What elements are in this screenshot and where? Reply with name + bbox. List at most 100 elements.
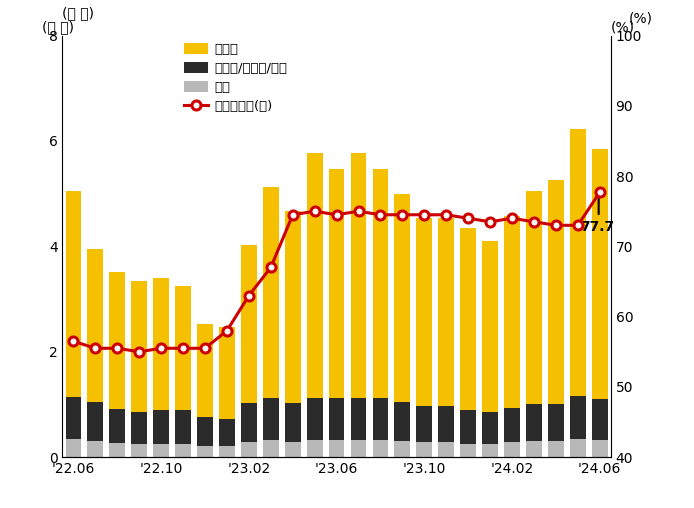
- 아파트비중(우): [355, 208, 363, 214]
- Bar: [548, 441, 564, 457]
- Text: (만 건): (만 건): [42, 20, 74, 35]
- Bar: [439, 442, 454, 457]
- Bar: [307, 153, 323, 398]
- Bar: [482, 412, 498, 444]
- 아파트비중(우): [91, 345, 99, 352]
- 아파트비중(우): [464, 215, 473, 221]
- Bar: [350, 398, 366, 440]
- Bar: [592, 440, 608, 457]
- Bar: [263, 440, 279, 457]
- Bar: [153, 278, 169, 410]
- 아파트비중(우): [266, 264, 275, 270]
- 아파트비중(우): [332, 212, 341, 218]
- Bar: [482, 241, 498, 412]
- Bar: [416, 405, 432, 442]
- Bar: [329, 169, 344, 398]
- Bar: [416, 442, 432, 457]
- Bar: [131, 444, 147, 457]
- Bar: [548, 404, 564, 441]
- Bar: [219, 419, 235, 446]
- Bar: [570, 396, 586, 439]
- Bar: [570, 439, 586, 457]
- Bar: [263, 398, 279, 440]
- Bar: [460, 228, 476, 410]
- Bar: [329, 440, 344, 457]
- Bar: [87, 441, 103, 457]
- Bar: [65, 397, 81, 439]
- Line: 아파트비중(우): 아파트비중(우): [69, 188, 604, 356]
- Text: 77.7: 77.7: [580, 220, 614, 234]
- 아파트비중(우): [376, 212, 384, 218]
- 아파트비중(우): [530, 219, 538, 225]
- 아파트비중(우): [113, 345, 121, 352]
- Bar: [350, 153, 366, 398]
- 아파트비중(우): [442, 212, 450, 218]
- Bar: [307, 440, 323, 457]
- Bar: [504, 216, 520, 408]
- Bar: [526, 441, 542, 457]
- Bar: [153, 410, 169, 444]
- Bar: [65, 191, 81, 397]
- Bar: [285, 442, 301, 457]
- Bar: [110, 409, 125, 443]
- 아파트비중(우): [179, 345, 187, 352]
- 아파트비중(우): [420, 212, 428, 218]
- Bar: [197, 417, 213, 446]
- Bar: [197, 446, 213, 457]
- Bar: [285, 210, 301, 403]
- Bar: [241, 403, 257, 442]
- Bar: [65, 439, 81, 457]
- Bar: [373, 169, 389, 398]
- Bar: [175, 444, 191, 457]
- Bar: [131, 412, 147, 444]
- Bar: [592, 149, 608, 399]
- Text: (%): (%): [628, 11, 652, 25]
- Bar: [526, 404, 542, 441]
- 아파트비중(우): [310, 208, 319, 214]
- 아파트비중(우): [595, 189, 604, 195]
- Legend: 아파트, 다가구/다세대/연립, 단독, 아파트비중(우): 아파트, 다가구/다세대/연립, 단독, 아파트비중(우): [179, 38, 293, 118]
- 아파트비중(우): [574, 223, 582, 229]
- Bar: [504, 408, 520, 442]
- Bar: [175, 286, 191, 410]
- Bar: [460, 410, 476, 444]
- Bar: [570, 130, 586, 396]
- Bar: [285, 403, 301, 442]
- Bar: [87, 249, 103, 402]
- Bar: [87, 402, 103, 441]
- Bar: [110, 272, 125, 409]
- Bar: [592, 399, 608, 440]
- 아파트비중(우): [135, 348, 144, 355]
- 아파트비중(우): [508, 215, 516, 221]
- Bar: [526, 191, 542, 404]
- 아파트비중(우): [223, 328, 231, 334]
- Bar: [373, 398, 389, 440]
- Bar: [241, 245, 257, 403]
- Bar: [394, 402, 410, 441]
- Bar: [482, 444, 498, 457]
- Bar: [394, 441, 410, 457]
- 아파트비중(우): [398, 212, 407, 218]
- 아파트비중(우): [201, 345, 209, 352]
- Bar: [219, 446, 235, 457]
- Bar: [263, 187, 279, 398]
- Bar: [439, 218, 454, 405]
- Bar: [504, 442, 520, 457]
- Text: (%): (%): [611, 20, 635, 35]
- Bar: [175, 410, 191, 444]
- Bar: [131, 280, 147, 412]
- Bar: [439, 405, 454, 442]
- 아파트비중(우): [486, 219, 494, 225]
- Bar: [197, 325, 213, 417]
- Bar: [219, 327, 235, 419]
- Bar: [460, 444, 476, 457]
- Bar: [329, 398, 344, 440]
- Bar: [307, 398, 323, 440]
- 아파트비중(우): [552, 223, 560, 229]
- 아파트비중(우): [69, 338, 78, 344]
- 아파트비중(우): [245, 293, 253, 299]
- Bar: [153, 444, 169, 457]
- Bar: [350, 440, 366, 457]
- 아파트비중(우): [157, 345, 165, 352]
- Bar: [110, 443, 125, 457]
